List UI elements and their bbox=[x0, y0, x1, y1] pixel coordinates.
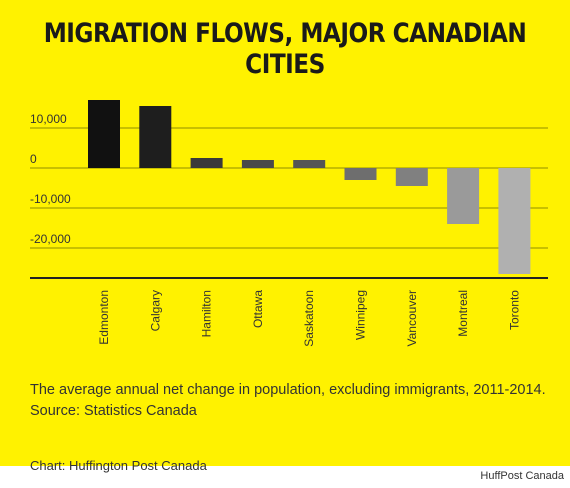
bar-hamilton bbox=[190, 158, 223, 168]
y-tick-label: 10,000 bbox=[30, 112, 67, 126]
x-tick-label: Winnipeg bbox=[354, 290, 368, 340]
bar-montreal bbox=[447, 168, 480, 224]
x-tick-label: Vancouver bbox=[405, 290, 419, 346]
x-tick-label: Ottawa bbox=[251, 290, 265, 328]
x-tick-label: Saskatoon bbox=[302, 290, 316, 347]
bar-winnipeg bbox=[344, 168, 377, 180]
caption-source: Source: Statistics Canada bbox=[30, 403, 197, 419]
x-tick-label: Hamilton bbox=[200, 290, 214, 337]
bar-calgary bbox=[139, 106, 172, 168]
bar-ottawa bbox=[241, 160, 274, 168]
bar-vancouver bbox=[395, 168, 428, 186]
chart-title: MIGRATION FLOWS, MAJOR CANADIAN CITIES bbox=[43, 18, 527, 80]
bar-chart: 10,000 0 -10,000 -20,000 Edmonton Calgary Hami… bbox=[30, 100, 548, 347]
bar-toronto bbox=[498, 168, 531, 274]
y-tick-label: 0 bbox=[30, 152, 37, 166]
bar-saskatoon bbox=[293, 160, 326, 168]
huffpost-watermark: HuffPost Canada bbox=[480, 470, 564, 482]
x-tick-label: Edmonton bbox=[97, 290, 111, 345]
footer-strip bbox=[0, 466, 570, 488]
x-tick-label: Montreal bbox=[456, 290, 470, 337]
y-tick-label: -20,000 bbox=[30, 232, 71, 246]
y-tick-label: -10,000 bbox=[30, 192, 71, 206]
chart-credit: Chart: Huffington Post Canada bbox=[30, 458, 207, 473]
bar-edmonton bbox=[88, 100, 120, 168]
chart-caption: The average annual net change in populat… bbox=[30, 380, 560, 422]
x-tick-label: Toronto bbox=[507, 290, 521, 330]
caption-description: The average annual net change in populat… bbox=[30, 382, 546, 398]
x-tick-label: Calgary bbox=[148, 290, 162, 331]
